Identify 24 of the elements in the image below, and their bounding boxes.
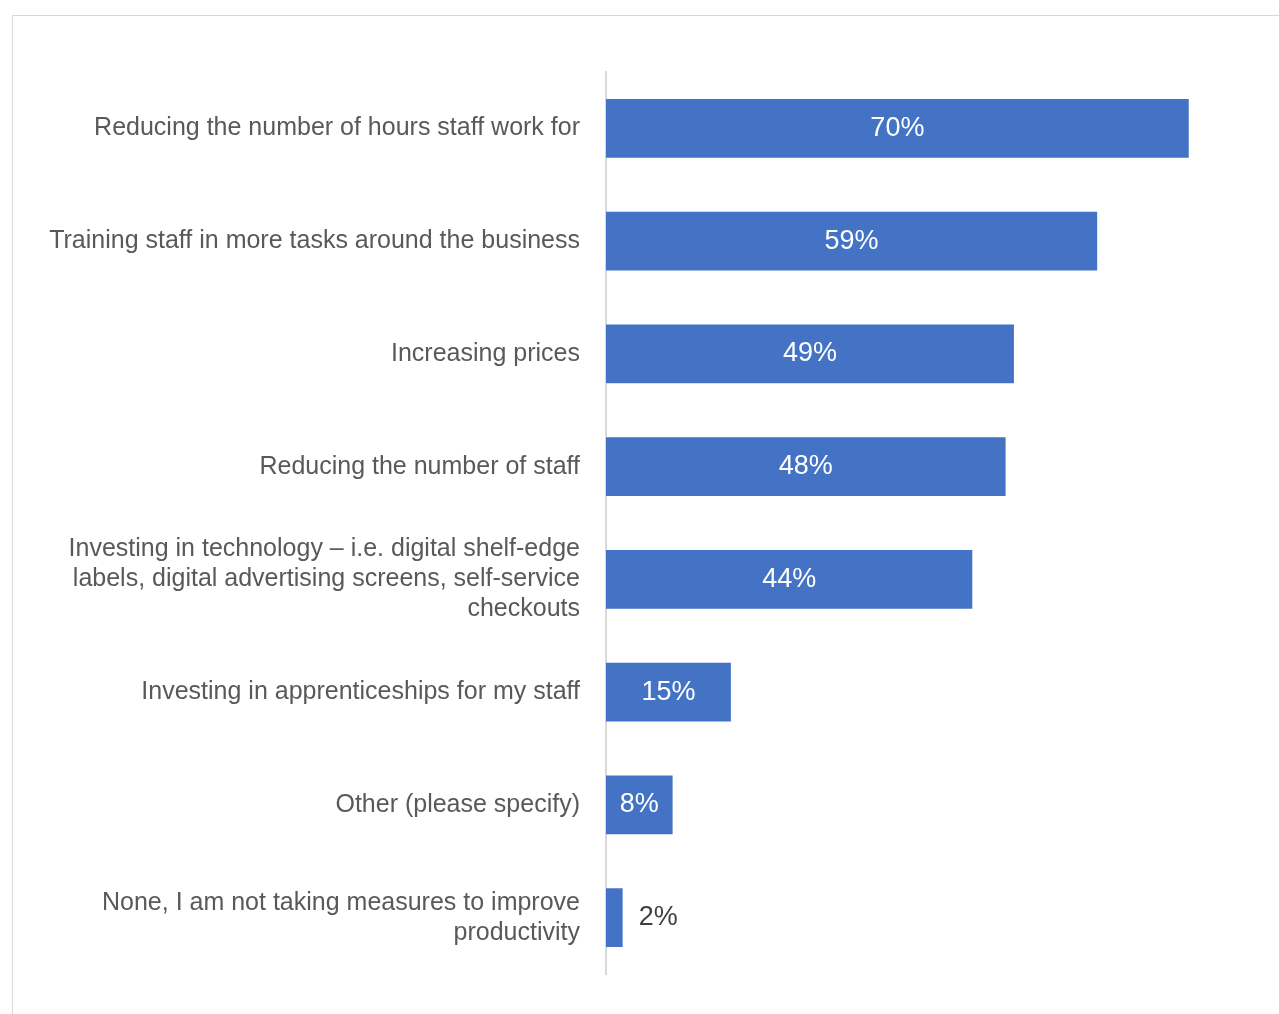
y-tick-label: Other (please specify): [335, 788, 580, 817]
bar: [606, 99, 1189, 158]
bar: [606, 775, 673, 835]
bar: [606, 550, 973, 609]
bar: [606, 888, 623, 947]
bar: [606, 324, 1014, 384]
bar: [606, 662, 731, 722]
y-tick-label: Investing in apprenticeships for my staff: [141, 676, 581, 705]
y-tick-label: Investing in technology – i.e. digital shelf-edge labels, digital advertising screens, self-service checkouts: [68, 533, 580, 622]
y-tick-label: Reducing the number of hours staff work for: [94, 112, 580, 141]
data-label: 8%: [619, 788, 659, 819]
y-tick-label: Increasing prices: [391, 337, 580, 366]
bar: [606, 437, 1006, 496]
bar: [606, 211, 1098, 271]
y-tick-label: Reducing the number of staff: [259, 450, 581, 479]
y-tick-label: None, I am not taking measures to improve productivity: [101, 886, 581, 945]
data-label: 15%: [641, 675, 696, 706]
data-label: 2%: [638, 901, 678, 932]
data-label: 48%: [778, 450, 833, 481]
data-label: 49%: [782, 337, 837, 368]
data-label: 59%: [824, 224, 879, 255]
data-label: 70%: [870, 111, 925, 142]
y-tick-label: Training staff in more tasks around the business: [49, 225, 580, 254]
data-label: 44%: [762, 562, 817, 593]
